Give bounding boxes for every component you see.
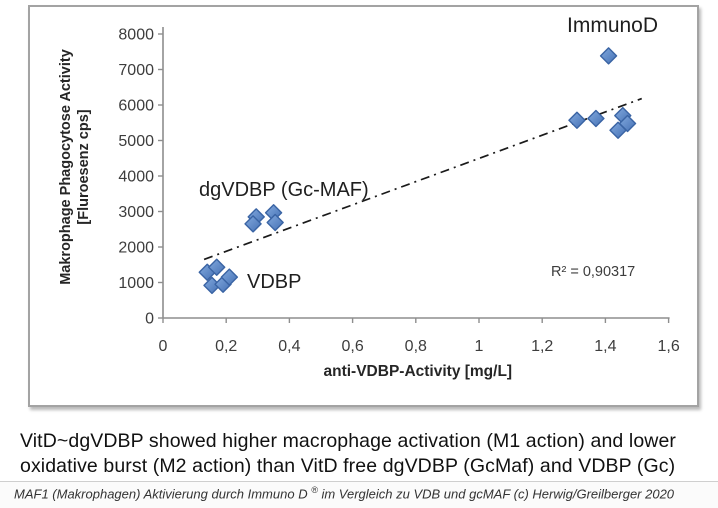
y-tick-label: 5000 xyxy=(118,133,154,150)
registered-mark-icon: ® xyxy=(311,485,318,495)
caption-pre: MAF1 (Makrophagen) Aktivierung durch Imm… xyxy=(14,486,312,502)
x-tick-label: 0 xyxy=(159,338,168,355)
x-tick-label: 0,2 xyxy=(215,338,237,355)
x-tick-label: 1,6 xyxy=(657,338,679,355)
data-point xyxy=(599,47,618,65)
label-dgvdbp: dgVDBP (Gc-MAF) xyxy=(199,179,369,201)
x-tick-label: 1,4 xyxy=(594,338,616,355)
label-vdbp: VDBP xyxy=(247,271,301,293)
caption-text: MAF1 (Makrophagen) Aktivierung durch Imm… xyxy=(0,485,718,501)
data-point xyxy=(266,213,284,232)
chart-frame: 0 1000 2000 3000 4000 5000 6000 7000 8000 0 0,2 0,4… xyxy=(28,5,699,407)
x-axis-title: anti-VDBP-Activity [mg/L] xyxy=(324,363,513,380)
caption-post: im Vergleich zu VDB und gcMAF (c) Herwig… xyxy=(317,486,675,502)
x-tick-label: 1 xyxy=(475,338,484,355)
label-immunod: ImmunoD xyxy=(567,14,658,37)
x-tick-label: 0,4 xyxy=(278,338,300,355)
caption-bar: MAF1 (Makrophagen) Aktivierung durch Imm… xyxy=(0,481,718,508)
data-point xyxy=(609,121,627,139)
y-tick-label: 4000 xyxy=(118,169,154,186)
data-point xyxy=(244,215,262,233)
x-tick-label: 1,2 xyxy=(531,338,553,355)
y-axis-title-line2: [Fluroesenz cps] xyxy=(76,109,92,224)
data-point xyxy=(587,109,605,128)
trendline xyxy=(203,97,643,261)
data-point xyxy=(208,258,226,276)
x-tick-label: 0,6 xyxy=(341,338,363,355)
y-tick-label: 8000 xyxy=(118,27,154,44)
series-dgvdbp-gc-maf- xyxy=(244,204,284,233)
x-tick-label: 0,8 xyxy=(405,338,427,355)
scatter-chart: 0 1000 2000 3000 4000 5000 6000 7000 8000 0 0,2 0,4… xyxy=(58,14,680,380)
y-tick-label: 7000 xyxy=(118,62,154,79)
y-tick-label: 0 xyxy=(145,311,154,328)
y-tick-label: 2000 xyxy=(118,240,154,257)
data-point xyxy=(568,111,586,129)
y-tick-label: 6000 xyxy=(118,98,154,115)
y-tick-label: 1000 xyxy=(118,275,154,292)
r-squared-label: R² = 0,90317 xyxy=(551,264,635,280)
y-tick-label: 3000 xyxy=(118,204,154,221)
y-axis-title-line1: Makrophage Phagocytose Activity xyxy=(58,49,74,285)
series-immunod xyxy=(568,47,637,139)
series-vdbp xyxy=(198,258,239,295)
data-point xyxy=(220,268,239,286)
summary-text: VitD~dgVDBP showed higher macrophage act… xyxy=(20,430,676,477)
